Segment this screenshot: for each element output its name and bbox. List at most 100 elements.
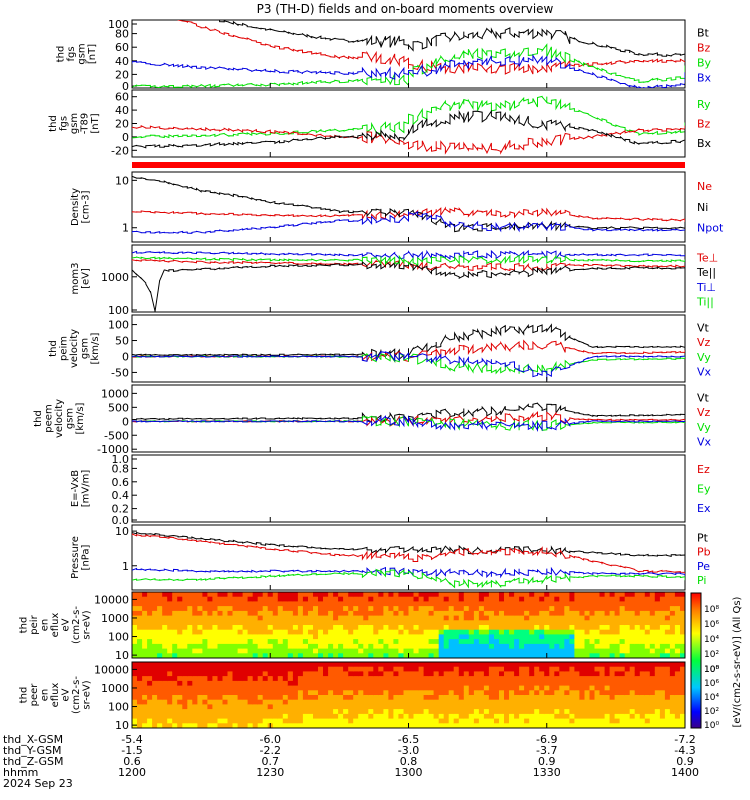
xaxis-tick-t: 1330 <box>533 766 561 779</box>
legend-pressure-2: Pe <box>697 560 710 573</box>
series-peem-velocity-Vx <box>132 415 685 432</box>
xaxis-tick-x: -6.9 <box>536 733 557 746</box>
density-series <box>132 175 685 234</box>
peim-velocity-ytick-label: 50 <box>115 335 129 348</box>
peim-velocity-ytick-label: 100 <box>108 319 129 332</box>
xaxis-tick-x: -7.2 <box>674 733 695 746</box>
peer-spec-heatmap <box>132 662 685 728</box>
xaxis-tick-y: -1.5 <box>121 744 142 757</box>
separator-bar <box>132 162 685 168</box>
panel-temperature: 1000 100 mom3 [eV] Te⊥ Te|| Ti⊥ Ti|| <box>70 244 718 317</box>
peer-spec-ylabel-line: eV <box>61 688 72 701</box>
colorbar-label: [eV/(cm2-s-sr-eV)] (All Qs) <box>732 596 743 727</box>
legend-peim-velocity-1: Vz <box>697 336 711 349</box>
peir-spec-ylabel-line: peir <box>29 614 40 634</box>
peer-spec-ylabel-line: peer <box>29 683 40 707</box>
xaxis-row-label: thd_Z-GSM <box>3 755 63 768</box>
xaxis-tick-t: 1200 <box>118 766 146 779</box>
xaxis-row-label: thd_Y-GSM <box>3 744 62 757</box>
peem-velocity-ylabel-line: gsm <box>65 408 76 429</box>
peem-velocity-series <box>132 402 685 432</box>
efield-ytick-label: 0.0 <box>112 514 130 527</box>
xaxis-tick-z: 0.7 <box>262 755 280 768</box>
legend-fgs-gsm-2: By <box>697 57 712 70</box>
fgs-gsm-t89-ylabel-line: thd <box>48 115 59 132</box>
peer-spec-ylabel-line: sr-eV) <box>82 680 93 709</box>
series-fgs-gsm-t89-Ry <box>132 95 685 139</box>
peir-spec-ylabel-line: eV <box>61 618 72 631</box>
series-peim-velocity-Vt <box>132 323 685 361</box>
legend-fgs-gsm-1: Bz <box>697 42 711 55</box>
legend-temperature-3: Ti|| <box>696 296 714 309</box>
efield-ytick-label: 0.8 <box>112 462 130 475</box>
legend-temperature-0: Te⊥ <box>696 251 718 264</box>
series-temperature-Ti⊥ <box>132 249 685 261</box>
legend-density-0: Ne <box>697 180 712 193</box>
fgs-gsm-t89-ylabel-line: -T89 <box>80 113 91 135</box>
legend-efield-2: Ex <box>697 502 711 515</box>
colorbar-tick-bottom: 10⁴ <box>704 693 719 703</box>
peir-spec-ylabel-line: thd <box>19 617 30 634</box>
peer-spec-ylabel-line: (cm2-s- <box>71 676 82 714</box>
legend-pressure-1: Pb <box>697 546 711 559</box>
peim-velocity-ytick-label: 0 <box>122 350 129 363</box>
legend-fgs-gsm-t89-1: Bz <box>697 118 711 131</box>
peir-spec-ylabel-line: (cm2-s- <box>71 606 82 644</box>
peem-velocity-ytick-label: -500 <box>104 429 129 442</box>
colorbar-tick-top: 10⁴ <box>704 635 719 645</box>
peir-spec-ylabel-line: en <box>40 619 51 632</box>
peim-velocity-ylabel-line: [km/s] <box>90 332 101 364</box>
legend-density-2: Npot <box>697 222 724 235</box>
peir-spec-ytick-label: 10 <box>115 649 129 662</box>
series-pressure-Pe <box>132 566 685 579</box>
series-fgs-gsm-Bt <box>219 20 685 58</box>
peim-velocity-ytick-label: -50 <box>111 366 129 379</box>
peer-spec-ytick-label: 10000 <box>94 663 129 676</box>
xaxis-tick-y: -3.0 <box>398 744 419 757</box>
peim-velocity-series <box>132 323 685 381</box>
colorbar-tick-bottom: 10⁸ <box>704 665 719 675</box>
peer-spec-ytick-label: 1000 <box>101 682 129 695</box>
peir-spec-ytick-label: 1000 <box>101 612 129 625</box>
peir-spec-heatmap <box>132 592 685 658</box>
legend-efield-0: Ez <box>697 463 710 476</box>
peem-velocity-ytick-label: -1000 <box>97 443 129 456</box>
series-pressure-Pb <box>132 533 685 575</box>
peem-velocity-ylabel-line: thd <box>33 410 44 427</box>
legend-peem-velocity-3: Vx <box>697 436 712 449</box>
panel-peir-spec: 10000 1000 100 10 thd peir en eflux eV (cm2-s-sr-… <box>19 591 686 662</box>
peem-velocity-ytick-label: 0 <box>122 415 129 428</box>
peim-velocity-ylabel-line: gsm <box>80 338 91 359</box>
legend-peim-velocity-0: Vt <box>697 321 710 334</box>
legend-pressure-3: Pi <box>697 574 706 587</box>
temperature-ylabel-line: [eV] <box>80 268 91 289</box>
peim-velocity-ylabel-line: velocity <box>69 329 80 368</box>
fgs-gsm-t89-ytick-label: 60 <box>115 91 129 104</box>
peer-spec-ytick-label: 10 <box>115 719 129 732</box>
panel-peer-spec: 10000 1000 100 10 thd peer en eflux eV (cm2-s-sr-… <box>19 661 686 732</box>
colorbar-tick-bottom: 10⁰ <box>704 721 719 731</box>
xaxis-tick-x: -6.5 <box>398 733 419 746</box>
fgs-gsm-series <box>132 20 685 88</box>
series-temperature-Te|| <box>132 259 685 312</box>
legend-fgs-gsm-t89-2: Bx <box>697 137 712 150</box>
colorbar-tick-top: 10⁸ <box>704 605 719 615</box>
xaxis-tick-x: -6.0 <box>260 733 281 746</box>
colorbar-tick-top: 10² <box>704 650 719 660</box>
series-peim-velocity-Vx <box>132 351 685 381</box>
peer-spec-ylabel-line: eflux <box>50 683 61 708</box>
series-fgs-gsm-Bz <box>177 20 685 75</box>
fgs-gsm-t89-ytick-label: -20 <box>111 144 129 157</box>
peim-velocity-ylabel-line: peim <box>59 336 70 361</box>
efield-ytick-label: 0.2 <box>112 503 130 516</box>
legend-temperature-1: Te|| <box>696 266 716 279</box>
legend-peem-velocity-1: Vz <box>697 406 711 419</box>
xaxis-row-label: hhmm <box>3 766 38 779</box>
